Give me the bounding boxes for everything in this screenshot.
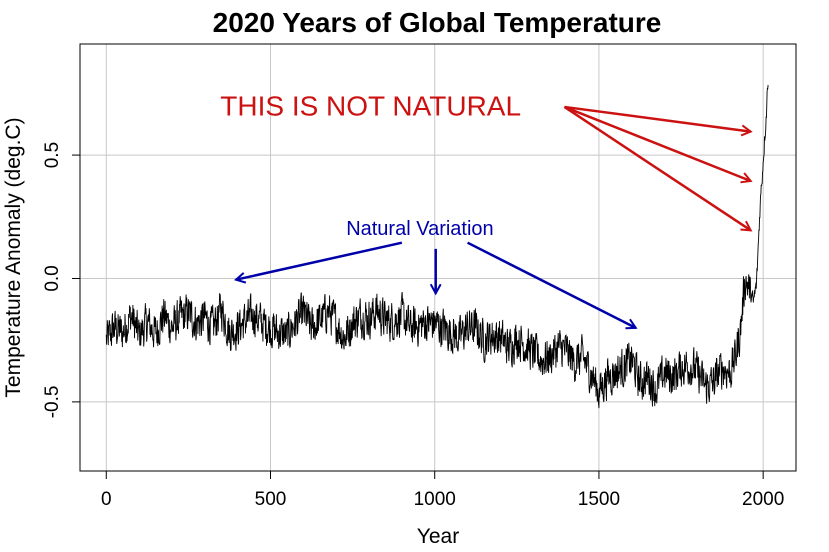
- x-axis-label: Year: [417, 525, 459, 548]
- grid: [80, 44, 796, 471]
- annotation-arrow: [466, 241, 636, 328]
- annotation-arrow: [563, 105, 750, 230]
- tick-layer: 0 500 1000 1500 2000 -0.5 0.0 0.5: [42, 142, 784, 510]
- y-axis-label: Temperature Anomaly (deg.C): [2, 117, 25, 397]
- annotation-natural-variation: Natural Variation: [346, 218, 493, 240]
- chart-title: 2020 Years of Global Temperature: [213, 7, 662, 38]
- annotation-arrow: [236, 241, 403, 280]
- annotation-not-natural: THIS IS NOT NATURAL: [220, 91, 521, 122]
- x-tick-label: 1500: [578, 489, 620, 510]
- x-tick-label: 0: [101, 489, 112, 510]
- x-tick-label: 1000: [414, 489, 456, 510]
- x-tick-label: 2000: [742, 489, 784, 510]
- y-tick-label: 0.0: [42, 265, 63, 291]
- x-tick-label: 500: [255, 489, 287, 510]
- annotation-arrow: [564, 105, 750, 132]
- plot-frame: [79, 43, 797, 472]
- annotation-layer: THIS IS NOT NATURAL Natural Variation: [220, 91, 750, 328]
- annotation-arrow: [563, 105, 750, 181]
- temperature-line: [105, 84, 769, 409]
- y-tick-label: -0.5: [42, 386, 63, 419]
- series-layer: [105, 84, 769, 409]
- y-tick-label: 0.5: [42, 142, 63, 168]
